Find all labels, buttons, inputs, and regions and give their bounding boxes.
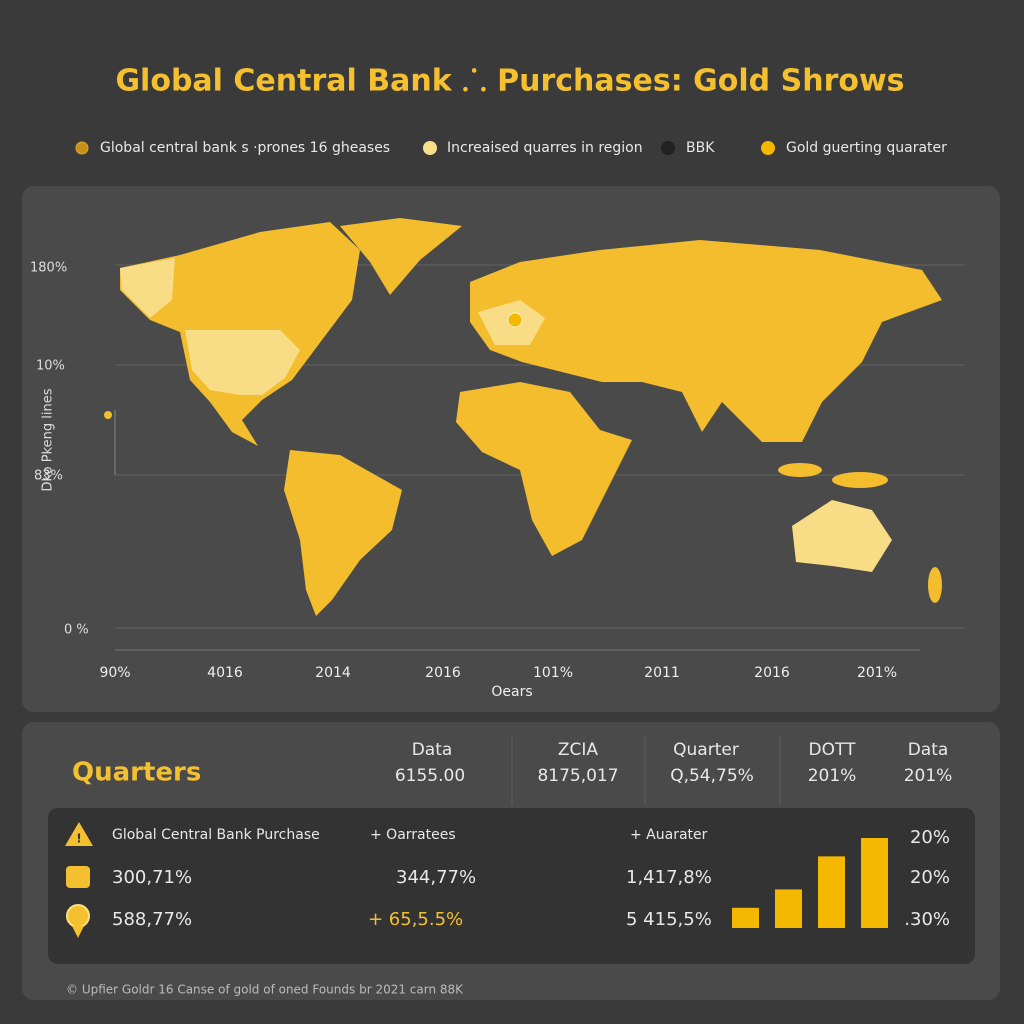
column-value: 8175,017 — [537, 766, 618, 786]
x-label: 90% — [99, 665, 130, 681]
icon-glyph: ! — [76, 832, 81, 846]
marker — [104, 411, 112, 419]
island — [832, 472, 888, 488]
island — [928, 567, 942, 603]
cell: .30% — [904, 909, 950, 930]
x-label: 2016 — [425, 665, 461, 681]
summary-title: Quarters — [72, 758, 201, 788]
card-icon — [66, 866, 90, 888]
column-value: 201% — [808, 766, 857, 786]
summary-panel: Quarters Data 6155.00 ZCIA 8175,017 Quar… — [22, 722, 1000, 1000]
cell: + Oarratees — [370, 827, 456, 843]
legend: Global central bank s ·prones 16 gheases… — [75, 140, 947, 156]
continent — [456, 382, 632, 556]
bar — [861, 838, 888, 928]
legend-dot — [761, 141, 775, 155]
cell: + 65,5.5% — [368, 909, 463, 930]
continent — [340, 218, 462, 295]
column-header: Data — [908, 740, 949, 760]
legend-label: Global central bank s ·prones 16 gheases — [100, 140, 390, 156]
world-map — [104, 218, 942, 616]
island — [778, 463, 822, 477]
continent — [792, 500, 892, 572]
cell: 588,77% — [112, 909, 192, 930]
footer: © Upfier Goldr 16 Canse of gold of oned … — [66, 983, 464, 997]
mini-bar-chart — [732, 838, 888, 928]
pin-icon — [72, 926, 84, 938]
title: Global Central Bank ⸫ Purchases: Gold Sh… — [115, 64, 904, 99]
x-label: 4016 — [207, 665, 243, 681]
map-panel: 180% 10% 83% 0 % Dko Pkeng lines 90% 401… — [22, 186, 1000, 712]
cell: 20% — [910, 867, 950, 888]
table: Global Central Bank Purchase + Oarratees… — [112, 827, 950, 930]
cell: + Auarater — [630, 827, 708, 843]
legend-dot — [75, 141, 89, 155]
x-label: 101% — [533, 665, 573, 681]
continent — [470, 240, 942, 442]
legend-dot — [661, 141, 675, 155]
cell: 300,71% — [112, 867, 192, 888]
region — [185, 330, 300, 395]
y-label: 180% — [30, 261, 67, 276]
x-label: 2011 — [644, 665, 680, 681]
column-value: 6155.00 — [395, 766, 465, 786]
cell: Global Central Bank Purchase — [112, 827, 320, 843]
legend-dot — [423, 141, 437, 155]
column-value: 201% — [904, 766, 953, 786]
y-label: 83% — [34, 469, 63, 484]
y-label: 10% — [36, 359, 65, 374]
marker — [507, 312, 523, 328]
cell: 5 415,5% — [626, 909, 712, 930]
pin-icon — [66, 904, 90, 928]
region — [120, 258, 175, 318]
bar — [818, 856, 845, 928]
cell: 344,77% — [396, 867, 476, 888]
column-header: ZCIA — [558, 740, 599, 760]
continent — [284, 450, 402, 616]
legend-label: BBK — [686, 140, 715, 156]
x-label: 201% — [857, 665, 897, 681]
x-label: 2016 — [754, 665, 790, 681]
y-label: 0 % — [64, 623, 89, 638]
x-label: 2014 — [315, 665, 351, 681]
x-axis-label: Oears — [491, 684, 532, 700]
column-header: DOTT — [809, 740, 857, 760]
warning-icon — [65, 822, 93, 846]
y-axis-label: Dko Pkeng lines — [41, 388, 56, 491]
cell: 20% — [910, 827, 950, 848]
summary-columns: Data 6155.00 ZCIA 8175,017 Quarter Q,54,… — [395, 740, 952, 786]
column-header: Data — [412, 740, 453, 760]
bar — [775, 889, 802, 928]
column-header: Quarter — [673, 740, 739, 760]
bar — [732, 907, 759, 928]
column-value: Q,54,75% — [670, 766, 754, 786]
legend-label: Gold guerting quarater — [786, 140, 947, 156]
legend-label: Increaised quarres in region — [447, 140, 643, 156]
cell: 1,417,8% — [626, 867, 712, 888]
